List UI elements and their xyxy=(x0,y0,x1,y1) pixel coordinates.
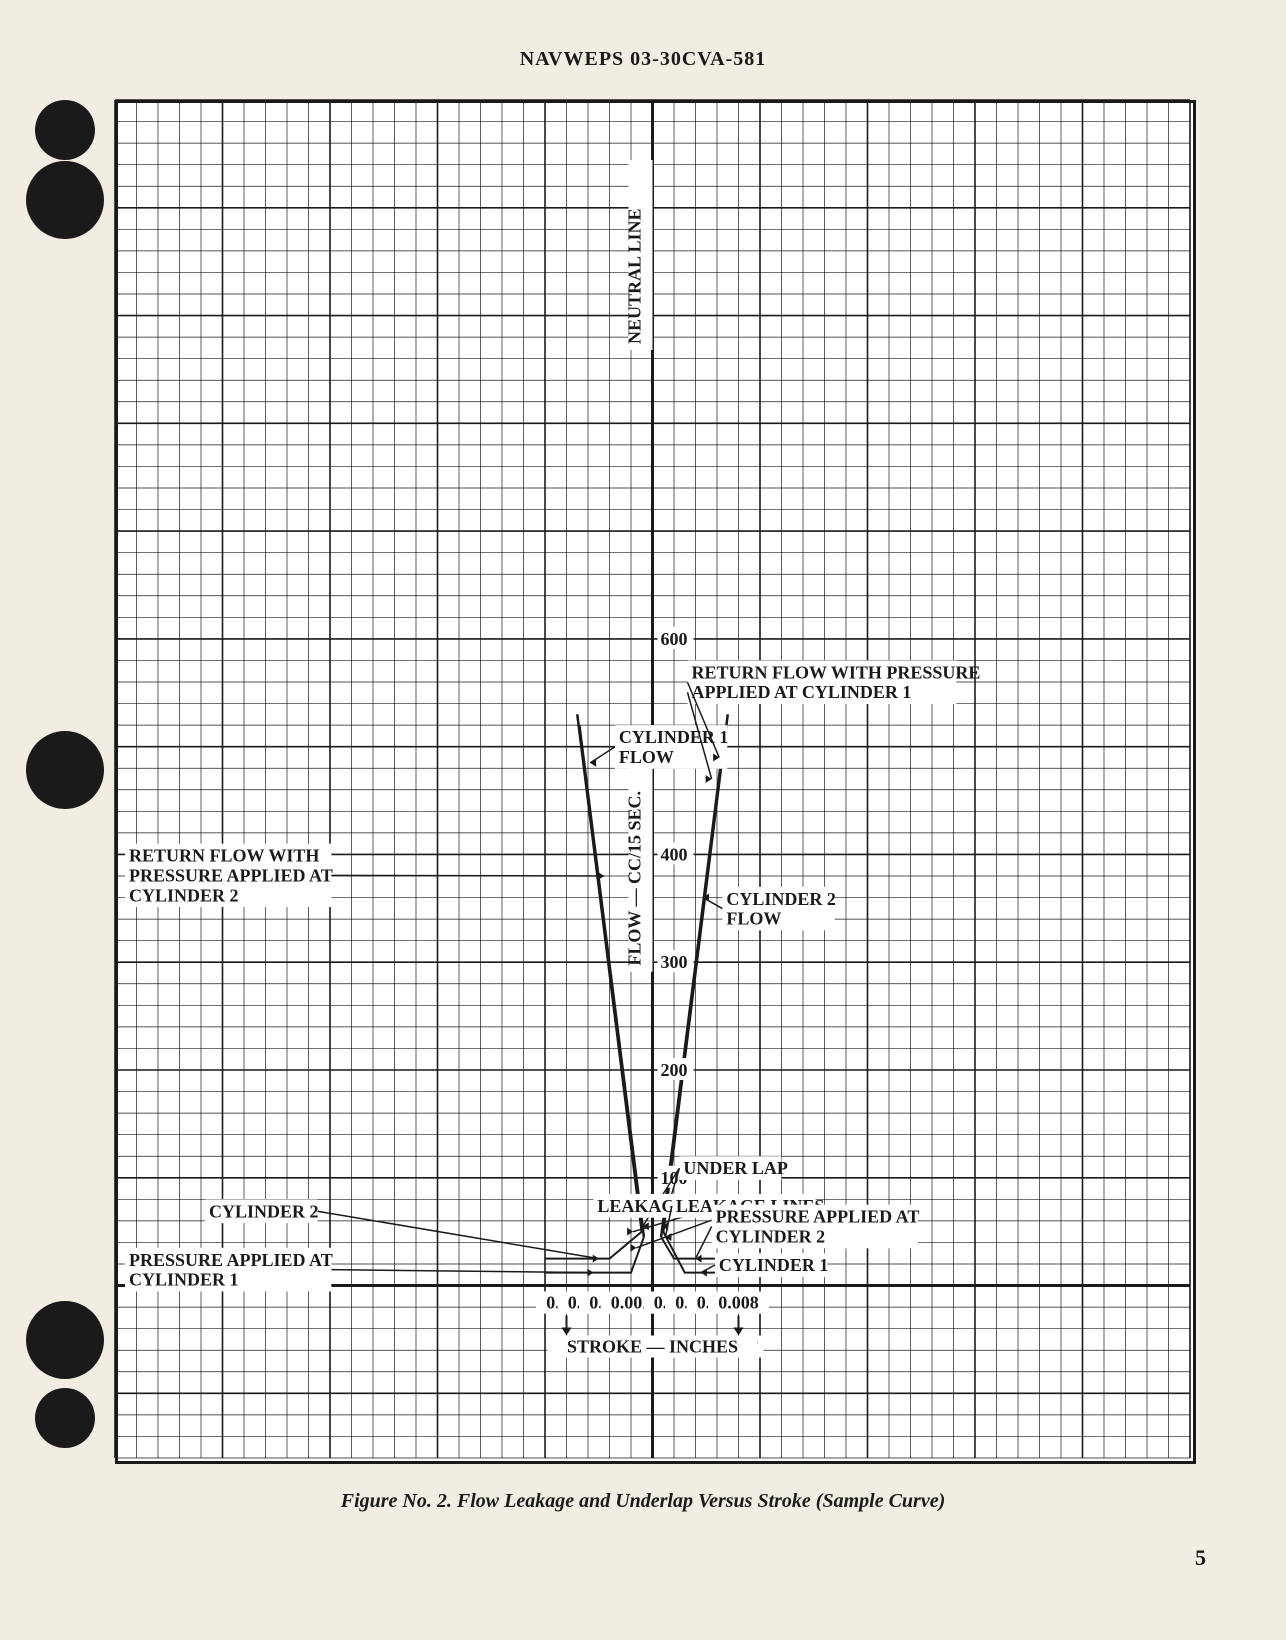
svg-text:CYLINDER 1: CYLINDER 1 xyxy=(129,1270,239,1290)
svg-text:400: 400 xyxy=(661,844,688,864)
svg-text:RETURN FLOW WITH PRESSURE: RETURN FLOW WITH PRESSURE xyxy=(692,662,981,682)
page: NAVWEPS 03-30CVA-581 6005004003002001000… xyxy=(0,0,1286,1640)
svg-text:NEUTRAL LINE: NEUTRAL LINE xyxy=(625,208,645,344)
chart-svg: 6005004003002001000.0080.0060.0040.0020.… xyxy=(0,0,1286,1640)
svg-text:FLOW: FLOW xyxy=(619,747,674,767)
svg-text:PRESSURE APPLIED AT: PRESSURE APPLIED AT xyxy=(716,1207,920,1227)
svg-text:CYLINDER 2: CYLINDER 2 xyxy=(129,885,239,905)
svg-text:CYLINDER 1: CYLINDER 1 xyxy=(719,1255,829,1275)
svg-text:FLOW: FLOW xyxy=(726,909,781,929)
svg-text:APPLIED AT CYLINDER 1: APPLIED AT CYLINDER 1 xyxy=(692,682,912,702)
svg-text:300: 300 xyxy=(661,952,688,972)
svg-text:PRESSURE APPLIED AT: PRESSURE APPLIED AT xyxy=(129,865,333,885)
svg-text:UNDER LAP: UNDER LAP xyxy=(683,1158,788,1178)
svg-text:RETURN FLOW WITH: RETURN FLOW WITH xyxy=(129,846,319,866)
svg-text:CYLINDER 2: CYLINDER 2 xyxy=(716,1227,826,1247)
svg-text:600: 600 xyxy=(661,629,688,649)
figure-caption: Figure No. 2. Flow Leakage and Underlap … xyxy=(0,1490,1286,1513)
svg-text:STROKE — INCHES: STROKE — INCHES xyxy=(567,1337,738,1357)
svg-text:FLOW — CC/15 SEC.: FLOW — CC/15 SEC. xyxy=(625,791,645,966)
svg-text:CYLINDER 2: CYLINDER 2 xyxy=(209,1201,319,1221)
svg-text:PRESSURE APPLIED AT: PRESSURE APPLIED AT xyxy=(129,1250,333,1270)
svg-text:200: 200 xyxy=(661,1060,688,1080)
svg-text:CYLINDER 2: CYLINDER 2 xyxy=(726,889,836,909)
svg-text:CYLINDER 1: CYLINDER 1 xyxy=(619,727,729,747)
svg-text:0.008: 0.008 xyxy=(718,1293,759,1313)
page-number: 5 xyxy=(1195,1545,1206,1571)
